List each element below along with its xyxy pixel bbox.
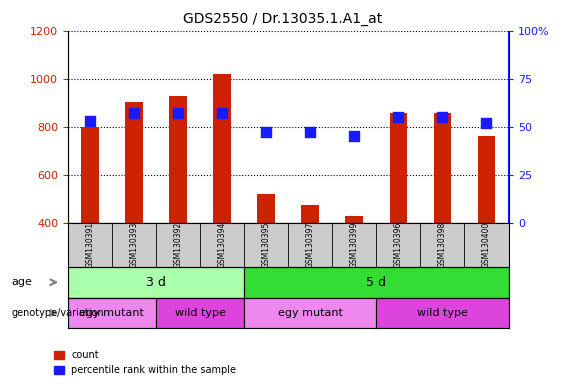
Text: GSM130392: GSM130392 bbox=[173, 222, 182, 268]
Point bbox=[262, 129, 271, 136]
Point bbox=[350, 133, 359, 139]
Legend: count, percentile rank within the sample: count, percentile rank within the sample bbox=[50, 346, 240, 379]
Bar bbox=[68, 267, 244, 298]
Point bbox=[482, 120, 491, 126]
Point bbox=[85, 118, 94, 124]
Point bbox=[173, 110, 182, 116]
Text: GSM130400: GSM130400 bbox=[482, 222, 491, 268]
Text: GDS2550 / Dr.13035.1.A1_at: GDS2550 / Dr.13035.1.A1_at bbox=[183, 12, 382, 25]
Text: wild type: wild type bbox=[417, 308, 468, 318]
Text: GSM130391: GSM130391 bbox=[85, 222, 94, 268]
Bar bbox=[345, 215, 363, 223]
Bar bbox=[257, 194, 275, 223]
Text: egy mutant: egy mutant bbox=[278, 308, 342, 318]
Point bbox=[218, 110, 227, 116]
Text: genotype/variation: genotype/variation bbox=[11, 308, 104, 318]
Bar bbox=[376, 298, 508, 328]
Bar bbox=[477, 136, 496, 223]
Bar bbox=[125, 101, 143, 223]
Point bbox=[306, 129, 315, 136]
Bar bbox=[68, 298, 156, 328]
Text: GSM130393: GSM130393 bbox=[129, 222, 138, 268]
Text: egy mutant: egy mutant bbox=[80, 308, 144, 318]
Text: GSM130394: GSM130394 bbox=[218, 222, 227, 268]
Point bbox=[129, 110, 138, 116]
Bar bbox=[81, 127, 99, 223]
Text: age: age bbox=[11, 277, 32, 287]
Text: 3 d: 3 d bbox=[146, 276, 166, 289]
Point bbox=[394, 114, 403, 120]
Text: GSM130399: GSM130399 bbox=[350, 222, 359, 268]
Text: GSM130397: GSM130397 bbox=[306, 222, 315, 268]
Bar bbox=[433, 113, 451, 223]
Bar bbox=[301, 205, 319, 223]
Text: GSM130398: GSM130398 bbox=[438, 222, 447, 268]
Text: GSM130396: GSM130396 bbox=[394, 222, 403, 268]
Bar bbox=[156, 298, 244, 328]
Text: 5 d: 5 d bbox=[366, 276, 386, 289]
Bar bbox=[244, 298, 376, 328]
Point bbox=[438, 114, 447, 120]
Text: wild type: wild type bbox=[175, 308, 225, 318]
Bar bbox=[169, 96, 187, 223]
Bar bbox=[244, 267, 508, 298]
Bar bbox=[389, 113, 407, 223]
Bar bbox=[213, 74, 231, 223]
Text: GSM130395: GSM130395 bbox=[262, 222, 271, 268]
